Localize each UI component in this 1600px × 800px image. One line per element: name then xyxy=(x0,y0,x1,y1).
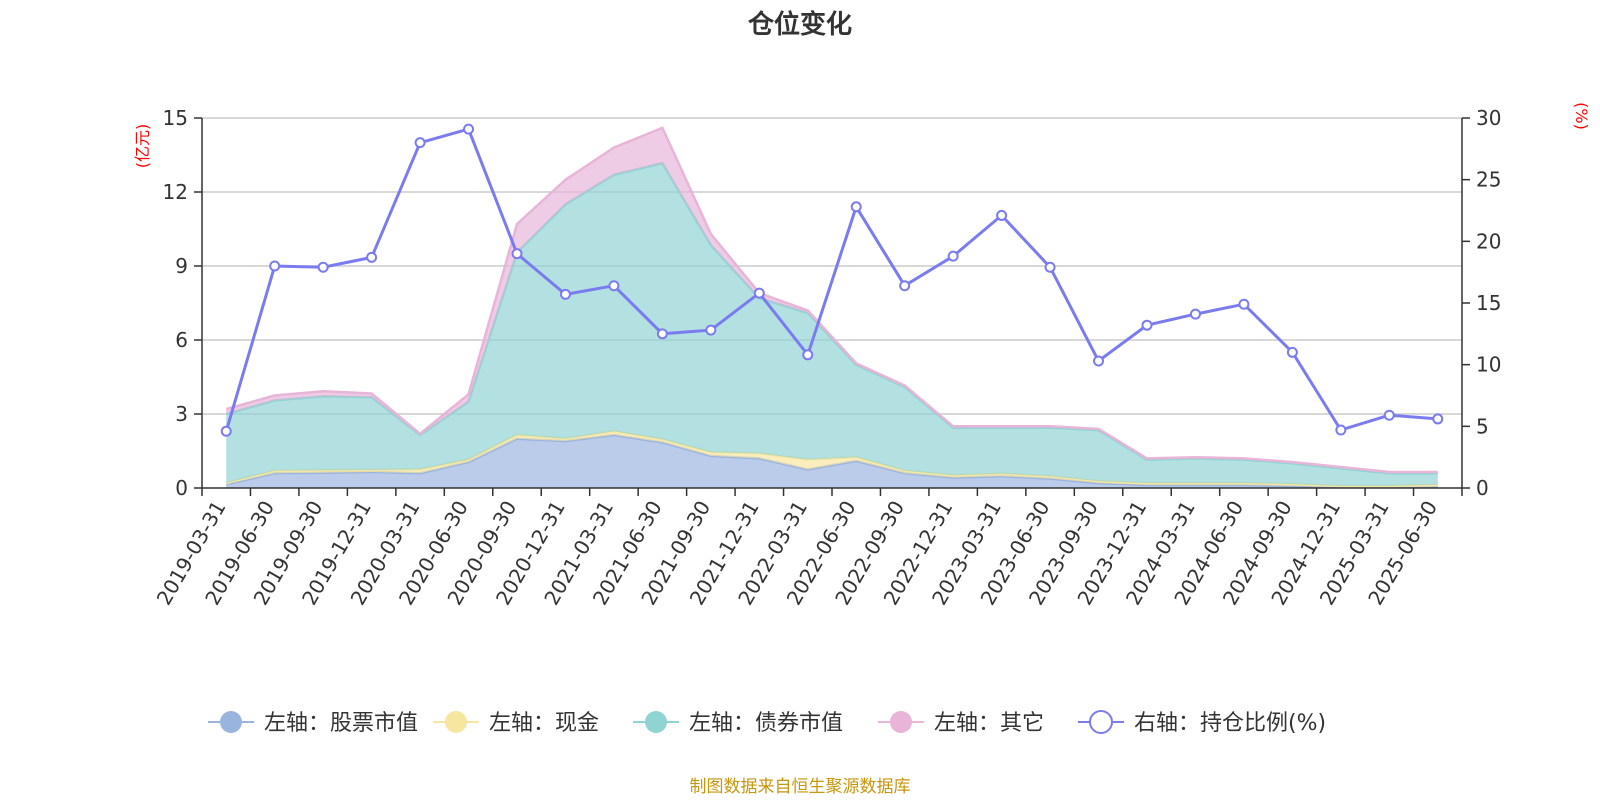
ratio-point xyxy=(947,250,959,262)
grid-lines xyxy=(202,117,1462,415)
ratio-point xyxy=(608,280,620,292)
left-axis-tick-label: 12 xyxy=(163,180,188,204)
legend-marker xyxy=(1089,710,1113,734)
legend-item-4[interactable]: 左轴：其它 xyxy=(878,711,1044,736)
legend-label: 左轴：债券市值 xyxy=(689,711,843,736)
legend-marker xyxy=(645,711,667,733)
right-axis-tick-label: 15 xyxy=(1476,291,1501,315)
area-3 xyxy=(226,163,1438,486)
right-axis-tick-label: 0 xyxy=(1476,476,1489,500)
right-axis-tick-label: 20 xyxy=(1476,229,1501,253)
ratio-point xyxy=(220,425,232,437)
ratio-point xyxy=(1044,261,1056,273)
area-1 xyxy=(226,435,1438,488)
left-axis-tick-label: 0 xyxy=(175,476,188,500)
ratio-point xyxy=(850,201,862,213)
ratio-point xyxy=(559,288,571,300)
ratio-point xyxy=(1093,355,1105,367)
right-axis-tick-label: 30 xyxy=(1476,106,1501,130)
legend-label: 左轴：现金 xyxy=(489,711,599,736)
chart-title: 仓位变化 xyxy=(747,9,852,40)
right-axis-tick-label: 5 xyxy=(1476,414,1489,438)
ratio-point xyxy=(656,328,668,340)
legend-label: 左轴：股票市值 xyxy=(264,711,418,736)
legend-marker xyxy=(220,711,242,733)
legend-marker xyxy=(445,711,467,733)
left-axis-unit: (亿元) xyxy=(133,124,152,169)
ratio-line-path xyxy=(224,127,1438,432)
legend-marker xyxy=(890,711,912,733)
ratio-point xyxy=(1238,298,1250,310)
ratio-point xyxy=(317,261,329,273)
legend-item-2[interactable]: 左轴：现金 xyxy=(433,711,599,736)
ratio-point xyxy=(996,209,1008,221)
area-4-edge xyxy=(225,126,1438,474)
ratio-point xyxy=(463,123,475,135)
ratio-point xyxy=(1286,346,1298,358)
legend-item-3[interactable]: 左轴：债券市值 xyxy=(633,711,843,736)
right-axis-unit: (%) xyxy=(1572,102,1591,130)
ratio-point xyxy=(366,251,378,263)
ratio-point xyxy=(1141,319,1153,331)
ratio-point xyxy=(1383,409,1395,421)
left-axis-tick-label: 3 xyxy=(175,402,188,426)
ratio-point xyxy=(511,248,523,260)
legend-label: 右轴：持仓比例(%) xyxy=(1134,711,1326,736)
ratio-point xyxy=(899,280,911,292)
left-axis-tick-label: 6 xyxy=(175,328,188,352)
legend-item-5[interactable]: 右轴：持仓比例(%) xyxy=(1078,710,1326,736)
right-axis-tick-label: 25 xyxy=(1476,168,1501,192)
source-note: 制图数据来自恒生聚源数据库 xyxy=(690,777,911,797)
legend-label: 左轴：其它 xyxy=(934,711,1044,736)
ratio-point xyxy=(1189,308,1201,320)
ratio-point xyxy=(1335,424,1347,436)
right-axis-tick-label: 10 xyxy=(1476,353,1501,377)
ratio-point xyxy=(753,287,765,299)
ratio-point xyxy=(802,349,814,361)
ratio-point xyxy=(414,137,426,149)
ratio-point xyxy=(269,260,281,272)
ratio-point xyxy=(1432,413,1444,425)
left-axis-tick-label: 15 xyxy=(163,106,188,130)
legend[interactable]: 左轴：股票市值 左轴：现金 左轴：债券市值 左轴：其它 右轴：持仓比例(%) xyxy=(208,710,1326,736)
left-axis-tick-label: 9 xyxy=(175,254,188,278)
legend-item-1[interactable]: 左轴：股票市值 xyxy=(208,711,418,736)
ratio-point xyxy=(705,324,717,336)
holding-ratio-line xyxy=(220,123,1444,437)
stacked-areas xyxy=(225,126,1438,489)
